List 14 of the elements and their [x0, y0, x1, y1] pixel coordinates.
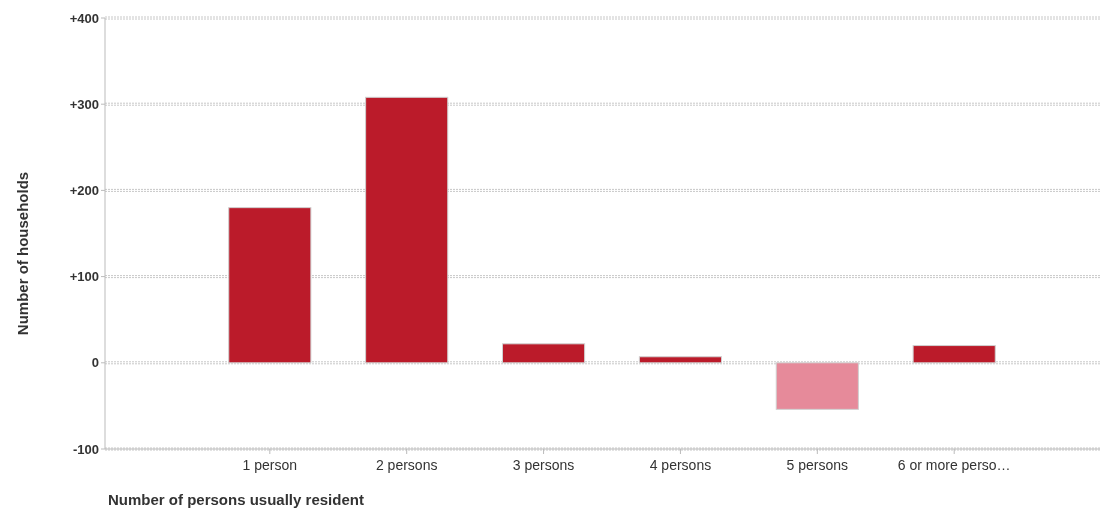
y-tick-label: 0	[91, 355, 99, 371]
x-tick-label: 4 persons	[649, 457, 712, 473]
y-tick-label: +100	[69, 269, 99, 285]
y-tick-label: +400	[69, 10, 99, 26]
y-axis-title: Number of households	[14, 171, 31, 336]
x-tick-label: 1 person	[242, 457, 298, 473]
x-tick-label: 2 persons	[375, 457, 438, 473]
y-tick-label: +300	[69, 96, 99, 112]
x-tick-label: 6 or more perso…	[897, 457, 1011, 473]
x-axis-title: Number of persons usually resident	[108, 491, 364, 508]
y-tick-label: -100	[72, 441, 99, 457]
x-tick-label: 5 persons	[786, 457, 849, 473]
x-tick-label: 3 persons	[512, 457, 575, 473]
y-tick-label: +200	[69, 182, 99, 198]
